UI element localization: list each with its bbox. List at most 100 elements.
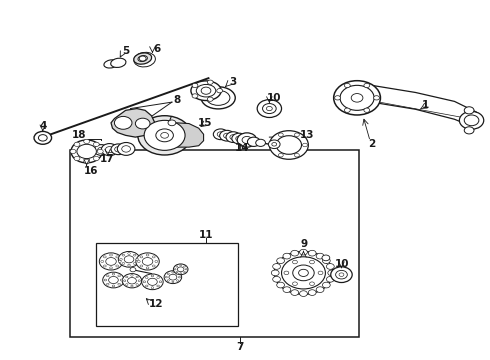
Circle shape xyxy=(77,144,97,158)
Circle shape xyxy=(192,94,198,98)
Circle shape xyxy=(38,135,47,141)
Circle shape xyxy=(226,132,241,143)
Circle shape xyxy=(180,265,182,266)
Circle shape xyxy=(156,129,173,142)
Circle shape xyxy=(316,253,324,259)
Circle shape xyxy=(464,115,479,126)
Text: 6: 6 xyxy=(154,44,161,54)
Circle shape xyxy=(122,146,130,152)
Circle shape xyxy=(146,267,149,269)
Circle shape xyxy=(213,129,228,140)
Circle shape xyxy=(294,133,299,136)
Circle shape xyxy=(172,271,174,273)
FancyBboxPatch shape xyxy=(97,243,238,327)
Circle shape xyxy=(237,133,257,147)
Circle shape xyxy=(101,260,104,262)
Circle shape xyxy=(283,287,291,292)
Circle shape xyxy=(152,265,155,267)
FancyBboxPatch shape xyxy=(70,150,360,337)
Circle shape xyxy=(143,281,146,283)
Circle shape xyxy=(293,265,314,281)
Circle shape xyxy=(217,132,224,137)
Circle shape xyxy=(137,260,140,262)
Circle shape xyxy=(336,270,347,279)
Text: 12: 12 xyxy=(149,299,164,309)
Circle shape xyxy=(124,256,134,263)
Circle shape xyxy=(263,104,276,113)
Circle shape xyxy=(293,260,297,264)
Polygon shape xyxy=(352,85,476,128)
Circle shape xyxy=(351,94,363,102)
Circle shape xyxy=(106,275,109,277)
Circle shape xyxy=(174,269,176,270)
Circle shape xyxy=(270,143,275,147)
Circle shape xyxy=(136,284,138,285)
Circle shape xyxy=(278,153,283,157)
Circle shape xyxy=(192,83,198,87)
Circle shape xyxy=(84,159,90,163)
Circle shape xyxy=(106,258,116,265)
Circle shape xyxy=(103,256,106,258)
Circle shape xyxy=(364,108,370,112)
Ellipse shape xyxy=(191,81,221,100)
Text: 15: 15 xyxy=(198,118,212,128)
Circle shape xyxy=(223,133,230,138)
Circle shape xyxy=(322,282,330,288)
Circle shape xyxy=(236,136,243,141)
Circle shape xyxy=(328,270,336,276)
Circle shape xyxy=(146,254,149,256)
Circle shape xyxy=(276,136,301,154)
Circle shape xyxy=(128,264,130,266)
Circle shape xyxy=(94,145,109,156)
Text: 1: 1 xyxy=(422,100,429,110)
Polygon shape xyxy=(111,109,155,137)
Circle shape xyxy=(104,279,107,281)
Circle shape xyxy=(291,250,298,256)
Circle shape xyxy=(151,275,154,277)
Circle shape xyxy=(111,144,125,155)
Polygon shape xyxy=(166,123,203,147)
Circle shape xyxy=(176,266,178,267)
Circle shape xyxy=(464,127,474,134)
Circle shape xyxy=(167,280,169,282)
Circle shape xyxy=(293,282,297,285)
Circle shape xyxy=(133,254,136,256)
Circle shape xyxy=(318,271,323,275)
Circle shape xyxy=(110,267,112,269)
Circle shape xyxy=(118,283,121,285)
Circle shape xyxy=(316,287,324,292)
Circle shape xyxy=(165,276,168,278)
Circle shape xyxy=(172,281,174,283)
Circle shape xyxy=(310,260,315,264)
Circle shape xyxy=(98,149,103,154)
Circle shape xyxy=(273,276,280,282)
Circle shape xyxy=(247,137,260,147)
Text: 2: 2 xyxy=(368,139,375,149)
Ellipse shape xyxy=(134,52,155,67)
Circle shape xyxy=(185,269,187,270)
Circle shape xyxy=(103,272,124,288)
Circle shape xyxy=(169,274,177,280)
Text: 7: 7 xyxy=(237,342,244,352)
Circle shape xyxy=(464,107,474,114)
Circle shape xyxy=(374,96,379,100)
Text: 3: 3 xyxy=(229,77,237,87)
Circle shape xyxy=(138,280,141,282)
Circle shape xyxy=(125,284,128,285)
Circle shape xyxy=(272,143,277,146)
Ellipse shape xyxy=(201,87,235,109)
Circle shape xyxy=(122,262,124,264)
Circle shape xyxy=(339,273,344,276)
Text: 10: 10 xyxy=(267,93,281,103)
Circle shape xyxy=(136,253,159,270)
Circle shape xyxy=(284,271,289,275)
Text: 4: 4 xyxy=(39,121,47,131)
Ellipse shape xyxy=(134,53,151,64)
Circle shape xyxy=(127,278,136,284)
Ellipse shape xyxy=(206,90,230,105)
Circle shape xyxy=(122,274,142,288)
Circle shape xyxy=(277,282,285,288)
Circle shape xyxy=(177,267,184,272)
Circle shape xyxy=(308,290,316,296)
Circle shape xyxy=(340,85,374,111)
